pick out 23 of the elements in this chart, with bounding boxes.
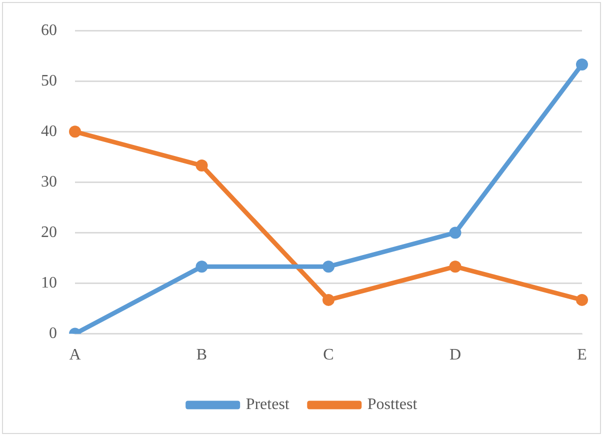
point xyxy=(196,160,208,172)
y-tick-label: 10 xyxy=(41,274,57,292)
x-tick-label: E xyxy=(577,346,587,364)
y-tick-label: 30 xyxy=(41,173,57,190)
point xyxy=(322,294,334,306)
x-tick-label: C xyxy=(323,346,334,364)
y-tick-label: 50 xyxy=(41,72,57,90)
legend-label: Posttest xyxy=(367,396,418,414)
point xyxy=(576,58,588,70)
y-tick-label: 60 xyxy=(41,22,57,39)
point xyxy=(196,260,208,273)
point xyxy=(322,260,334,273)
legend-label: Pretest xyxy=(246,396,290,414)
y-tick-label: 0 xyxy=(49,325,57,342)
x-tick-label: D xyxy=(449,346,462,364)
point xyxy=(449,226,462,239)
point xyxy=(449,260,462,273)
point xyxy=(69,126,81,138)
point xyxy=(576,294,588,306)
x-tick-label: B xyxy=(196,346,208,364)
y-tick-label: 40 xyxy=(41,122,57,140)
y-tick-label: 20 xyxy=(41,224,57,241)
x-tick-label: A xyxy=(69,346,82,364)
